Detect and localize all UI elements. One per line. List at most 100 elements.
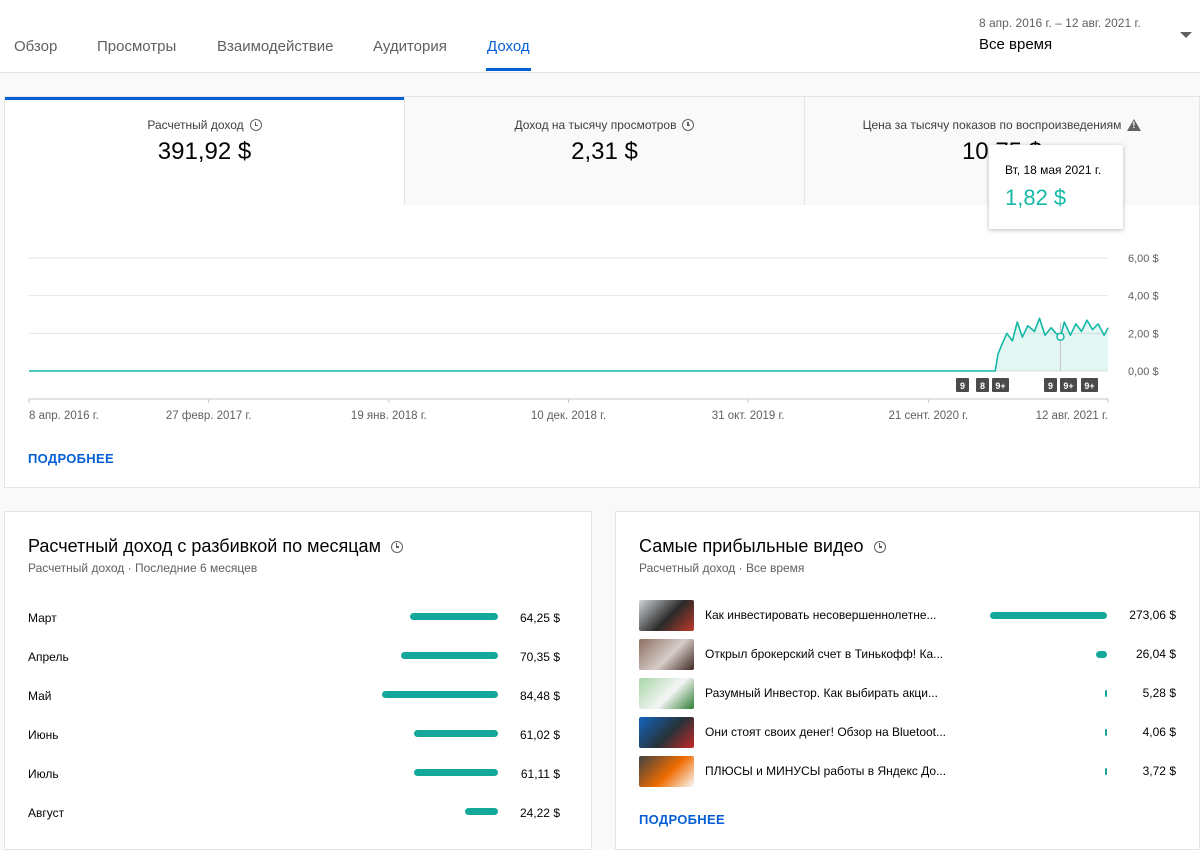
marker-label: 9+: [1084, 381, 1094, 391]
month-value: 61,02 $: [519, 728, 560, 742]
video-row[interactable]: ПЛЮСЫ и МИНУСЫ работы в Яндекс До... 3,72…: [616, 756, 1199, 795]
video-thumbnail[interactable]: [639, 678, 694, 709]
metric-estimated-revenue[interactable]: Расчетный доход 391,92 $: [5, 97, 404, 205]
x-tick-label: 8 апр. 2016 г.: [29, 410, 99, 422]
video-title[interactable]: Открыл брокерский счет в Тинькофф! Ка...: [705, 647, 944, 661]
month-bar: [382, 691, 498, 698]
date-range-selector[interactable]: 8 апр. 2016 г. – 12 авг. 2021 г. Все вре…: [979, 16, 1200, 53]
month-value: 24,22 $: [519, 806, 560, 820]
marker-label: 9+: [1063, 381, 1073, 391]
month-row: Июль 61,11 $: [5, 756, 591, 795]
marker-box: [1081, 378, 1098, 392]
series-area: [29, 318, 1108, 371]
month-bar: [401, 652, 498, 659]
month-row: Март 64,25 $: [5, 600, 591, 639]
video-row[interactable]: Открыл брокерский счет в Тинькофф! Ка...…: [616, 639, 1199, 678]
month-bar: [464, 808, 498, 815]
chart-tooltip: Вт, 18 мая 2021 г. 1,82 $: [989, 145, 1123, 229]
revenue-line-chart[interactable]: 6,00 $ 4,00 $ 2,00 $ 0,00 $ 8 апр. 2016 г. 27…: [5, 97, 1200, 489]
month-value: 70,35 $: [519, 650, 560, 664]
y-tick-label: 2,00 $: [1128, 328, 1159, 340]
video-title[interactable]: ПЛЮСЫ и МИНУСЫ работы в Яндекс До...: [705, 764, 947, 778]
month-row: Май 84,48 $: [5, 678, 591, 717]
month-bar: [409, 613, 498, 620]
clock-icon: [390, 540, 403, 553]
milestone-marker[interactable]: 9+: [992, 378, 1009, 392]
video-value: 5,28 $: [1142, 686, 1176, 700]
milestone-marker[interactable]: 9+: [1060, 378, 1077, 392]
video-thumbnail[interactable]: [639, 756, 694, 787]
hover-point: [1056, 332, 1065, 341]
date-range-dates: 8 апр. 2016 г. – 12 авг. 2021 г.: [979, 16, 1141, 30]
month-value: 61,11 $: [520, 767, 560, 781]
metric-value: 391,92 $: [157, 138, 252, 165]
tooltip-date: Вт, 18 мая 2021 г.: [1005, 163, 1102, 177]
milestone-marker[interactable]: 9: [1044, 378, 1057, 392]
month-bar: [414, 769, 498, 776]
video-row[interactable]: Они стоят своих денег! Обзор на Bluetoot…: [616, 717, 1199, 756]
marker-box: [1044, 378, 1057, 392]
month-label: Июнь: [28, 728, 59, 742]
month-row: Август 24,22 $: [5, 795, 591, 834]
video-thumbnail[interactable]: [639, 600, 694, 631]
y-tick-label: 6,00 $: [1128, 253, 1159, 265]
month-bar: [414, 730, 498, 737]
see-more-link[interactable]: ПОДРОБНЕЕ: [28, 451, 114, 466]
y-tick-label: 0,00 $: [1128, 366, 1159, 378]
marker-label: 9: [960, 381, 965, 391]
tab-engagement[interactable]: Взаимодействие: [217, 38, 334, 55]
date-range-label: Все время: [979, 36, 1053, 53]
video-thumbnail[interactable]: [639, 639, 694, 670]
month-value: 84,48 $: [519, 689, 560, 703]
month-row: Июнь 61,02 $: [5, 717, 591, 756]
video-row[interactable]: Разумный Инвестор. Как выбирать акци... 5…: [616, 678, 1199, 717]
metric-label: Расчетный доход: [147, 118, 244, 132]
video-bar: [1105, 729, 1107, 736]
marker-box: [1060, 378, 1077, 392]
marker-box: [976, 378, 989, 392]
video-bar: [1104, 690, 1107, 697]
series-line: [29, 317, 1109, 372]
video-value: 26,04 $: [1135, 647, 1176, 661]
metric-value: 2,31 $: [571, 138, 638, 165]
metric-label: Доход на тысячу просмотров: [514, 118, 677, 132]
marker-box: [956, 378, 969, 392]
video-row[interactable]: Как инвестировать несовершеннолетне... 27…: [616, 600, 1199, 639]
month-label: Июль: [28, 767, 59, 781]
video-bar: [1095, 651, 1107, 658]
marker-box: [992, 378, 1009, 392]
tab-revenue[interactable]: Доход: [486, 38, 531, 71]
clock-icon: [249, 119, 262, 131]
video-title[interactable]: Разумный Инвестор. Как выбирать акци...: [705, 686, 938, 700]
milestone-marker[interactable]: 9+: [1081, 378, 1098, 392]
card-subtitle: Расчетный доход · Все время: [639, 561, 805, 575]
video-title[interactable]: Как инвестировать несовершеннолетне...: [705, 608, 937, 622]
video-title[interactable]: Они стоят своих денег! Обзор на Bluetoot…: [705, 725, 946, 739]
warning-icon: [1127, 119, 1142, 131]
metric-label: Цена за тысячу показов по воспроизведени…: [862, 118, 1122, 132]
tab-audience[interactable]: Аудитория: [373, 38, 447, 55]
tooltip-value: 1,82 $: [1005, 185, 1067, 210]
tab-overview[interactable]: Обзор: [14, 38, 58, 55]
video-thumbnail[interactable]: [639, 717, 694, 748]
video-bar: [1105, 768, 1107, 775]
top-videos-card: Самые прибыльные видео Расчетный доход ·…: [615, 511, 1200, 850]
card-title: Самые прибыльные видео: [639, 536, 864, 556]
milestone-marker[interactable]: 9: [956, 378, 969, 392]
x-tick-label: 10 дек. 2018 г.: [531, 410, 606, 422]
see-more-link[interactable]: ПОДРОБНЕЕ: [639, 812, 725, 827]
video-value: 4,06 $: [1142, 725, 1176, 739]
analytics-tabs-bar: Обзор Просмотры Взаимодействие Аудитория…: [0, 0, 1200, 73]
metric-rpm[interactable]: Доход на тысячу просмотров 2,31 $: [404, 97, 804, 205]
month-label: Май: [28, 689, 52, 703]
month-label: Март: [28, 611, 57, 625]
monthly-revenue-card: Расчетный доход с разбивкой по месяцам Р…: [4, 511, 592, 850]
x-tick-label: 12 авг. 2021 г.: [1036, 410, 1108, 422]
x-tick-label: 21 сент. 2020 г.: [889, 410, 969, 422]
clock-icon: [682, 119, 695, 131]
milestone-marker[interactable]: 8: [976, 378, 989, 392]
month-label: Август: [28, 806, 65, 820]
chevron-down-icon: [1180, 32, 1192, 38]
month-label: Апрель: [28, 650, 69, 664]
tab-views[interactable]: Просмотры: [97, 38, 177, 55]
